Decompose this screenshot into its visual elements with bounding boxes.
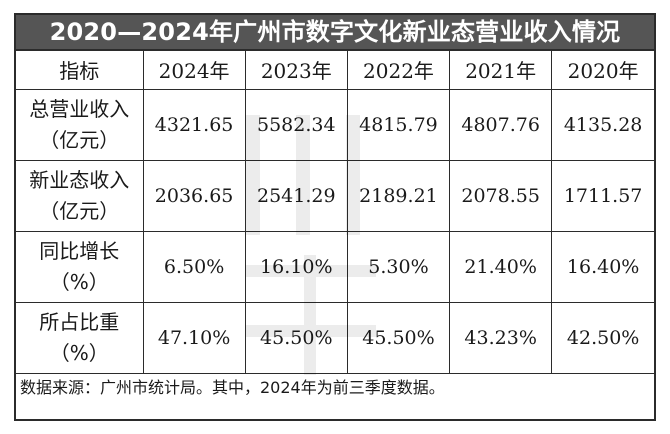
header-year-2022: 2022年 [346,51,451,90]
table-cell: 5582.34 [244,88,348,161]
table-row-yoy-growth: 同比增长 （%） 6.50% 16.10% 5.30% 21.40% 16.40… [16,230,654,303]
table-cell: 1711.57 [551,159,654,232]
table-cell: 45.50% [346,301,451,373]
row-label: 总营业收入 （亿元） [16,88,144,161]
table-cell: 21.40% [449,230,553,303]
revenue-table: 指标 2024年 2023年 2022年 2021年 2020年 总营业收入 （… [16,51,654,373]
header-year-2021: 2021年 [449,51,553,90]
table-row-new-business-revenue: 新业态收入 （亿元） 2036.65 2541.29 2189.21 2078.… [16,159,654,232]
table-cell: 4807.76 [449,88,553,161]
header-year-2024: 2024年 [142,51,246,90]
header-year-2020: 2020年 [551,51,654,90]
row-label: 所占比重 （%） [16,301,144,373]
header-year-2023: 2023年 [244,51,348,90]
header-indicator: 指标 [16,51,144,90]
row-label-unit: （亿元） [39,198,120,223]
table-cell: 6.50% [142,230,246,303]
table-cell: 42.50% [551,301,654,373]
table-cell: 45.50% [244,301,348,373]
table-row-share: 所占比重 （%） 47.10% 45.50% 45.50% 43.23% 42.… [16,301,654,373]
table-cell: 2189.21 [346,159,451,232]
table-cell: 2036.65 [142,159,246,232]
row-label: 新业态收入 （亿元） [16,159,144,232]
row-label-name: 同比增长 [39,238,120,263]
table-cell: 4815.79 [346,88,451,161]
row-label-name: 总营业收入 [29,96,130,121]
row-label-name: 新业态收入 [29,167,130,192]
row-label-name: 所占比重 [39,309,120,334]
table-title: 2020—2024年广州市数字文化新业态营业收入情况 [16,15,654,51]
data-table-panel: 2020—2024年广州市数字文化新业态营业收入情况 指标 2024年 2023… [14,13,656,421]
table-cell: 47.10% [142,301,246,373]
source-note: 数据来源：广州市统计局。其中，2024年为前三季度数据。 [16,373,654,401]
table-cell: 4135.28 [551,88,654,161]
row-label-unit: （%） [49,269,109,294]
table-cell: 2078.55 [449,159,553,232]
row-label: 同比增长 （%） [16,230,144,303]
table-cell: 16.10% [244,230,348,303]
table-cell: 16.40% [551,230,654,303]
row-label-unit: （%） [49,340,109,365]
table-cell: 4321.65 [142,88,246,161]
row-label-unit: （亿元） [39,127,120,152]
table-header-row: 指标 2024年 2023年 2022年 2021年 2020年 [16,51,654,90]
table-cell: 5.30% [346,230,451,303]
table-cell: 43.23% [449,301,553,373]
table-cell: 2541.29 [244,159,348,232]
table-row-total-revenue: 总营业收入 （亿元） 4321.65 5582.34 4815.79 4807.… [16,88,654,161]
